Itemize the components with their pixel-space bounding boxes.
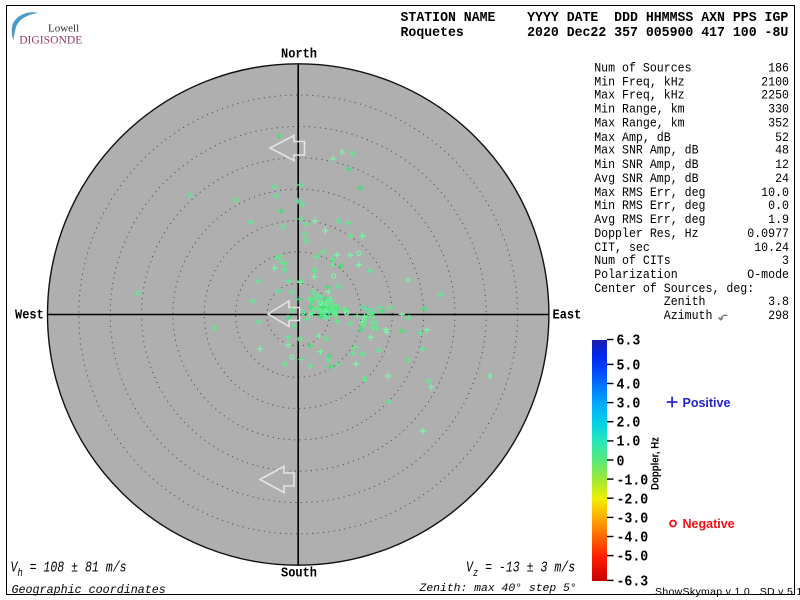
svg-text:DIGISONDE: DIGISONDE [19,33,82,46]
svg-text:Doppler, Hz: Doppler, Hz [650,437,662,490]
svg-text:Lowell: Lowell [48,23,79,35]
